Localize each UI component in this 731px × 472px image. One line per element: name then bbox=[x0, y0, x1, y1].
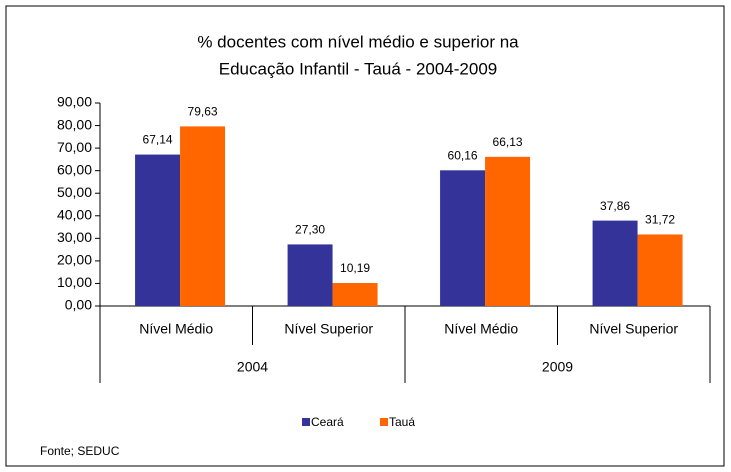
legend-swatch bbox=[302, 418, 310, 426]
bar bbox=[592, 220, 638, 306]
y-tick-label: 0,00 bbox=[65, 297, 92, 313]
group-label: 2009 bbox=[542, 359, 573, 375]
value-label: 66,13 bbox=[493, 135, 523, 149]
value-label: 79,63 bbox=[188, 105, 218, 119]
x-tick-label: Nível Médio bbox=[444, 321, 518, 337]
value-label: 60,16 bbox=[448, 148, 478, 162]
bar bbox=[135, 154, 181, 306]
group-label: 2004 bbox=[237, 359, 268, 375]
bar bbox=[180, 126, 226, 307]
value-label: 37,86 bbox=[600, 199, 630, 213]
y-tick-label: 60,00 bbox=[57, 161, 92, 177]
value-label: 27,30 bbox=[295, 223, 325, 237]
x-tick-label: Nível Superior bbox=[589, 321, 678, 337]
value-label: 10,19 bbox=[340, 261, 370, 275]
y-tick-label: 90,00 bbox=[57, 94, 92, 110]
bar bbox=[637, 234, 683, 306]
y-tick-label: 10,00 bbox=[57, 274, 92, 290]
y-tick-label: 30,00 bbox=[57, 229, 92, 245]
legend-label: Tauá bbox=[389, 415, 415, 429]
legend-swatch bbox=[380, 418, 388, 426]
x-tick-label: Nível Médio bbox=[139, 321, 213, 337]
value-label: 67,14 bbox=[143, 133, 173, 147]
legend-label: Ceará bbox=[311, 415, 344, 429]
y-tick-label: 50,00 bbox=[57, 184, 92, 200]
value-label: 31,72 bbox=[645, 213, 675, 227]
bar bbox=[287, 244, 333, 306]
y-tick-label: 40,00 bbox=[57, 206, 92, 222]
bar bbox=[440, 170, 486, 306]
source-note: Fonte; SEDUC bbox=[40, 444, 120, 458]
bar bbox=[485, 156, 531, 306]
x-tick-label: Nível Superior bbox=[284, 321, 373, 337]
bar bbox=[332, 283, 378, 306]
y-tick-label: 20,00 bbox=[57, 252, 92, 268]
chart-title: Educação Infantil - Tauá - 2004-2009 bbox=[219, 59, 498, 78]
chart-title: % docentes com nível médio e superior na bbox=[197, 32, 519, 51]
y-tick-label: 70,00 bbox=[57, 139, 92, 155]
y-tick-label: 80,00 bbox=[57, 116, 92, 132]
